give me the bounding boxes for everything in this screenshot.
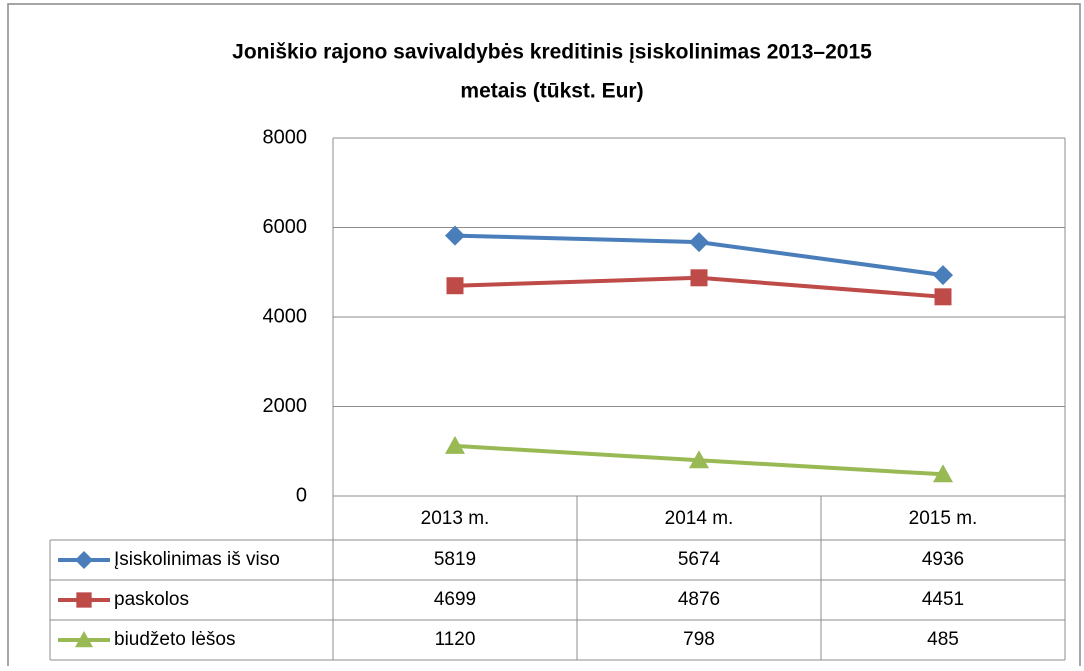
legend-marker [75,631,93,648]
x-tick-label: 2015 m. [909,508,978,529]
y-tick-label: 8000 [263,126,308,148]
table-value: 5819 [434,549,476,570]
table-value: 4451 [922,589,964,610]
legend-marker [75,551,93,569]
chart-title: metais (tūkst. Eur) [460,80,643,103]
table-value: 1120 [435,629,476,650]
y-tick-label: 6000 [263,216,308,238]
table-value: 4876 [678,589,720,610]
marker [933,265,953,286]
chart-title: Joniškio rajono savivaldybės kreditinis … [232,41,872,64]
table-value: 485 [927,629,959,650]
table-value: 4936 [922,549,964,570]
table-value: 798 [683,629,715,650]
legend-marker [76,592,92,608]
chart-border [7,3,1081,671]
legend-label: biudžeto lėšos [114,629,235,650]
legend-label: paskolos [114,589,189,610]
marker [933,464,953,483]
x-tick-label: 2014 m. [665,508,734,529]
legend-label: Įsiskolinimas iš viso [114,549,280,570]
table-value: 4699 [434,589,476,610]
table-value: 5674 [678,549,721,570]
marker [690,269,708,287]
marker [934,288,952,306]
marker [689,232,709,253]
marker [445,225,465,246]
marker [445,435,465,454]
marker [446,277,464,295]
x-tick-label: 2013 m. [421,508,490,529]
y-tick-label: 4000 [263,305,308,327]
y-tick-label: 0 [296,484,307,506]
y-tick-label: 2000 [263,395,308,417]
marker [689,450,709,469]
